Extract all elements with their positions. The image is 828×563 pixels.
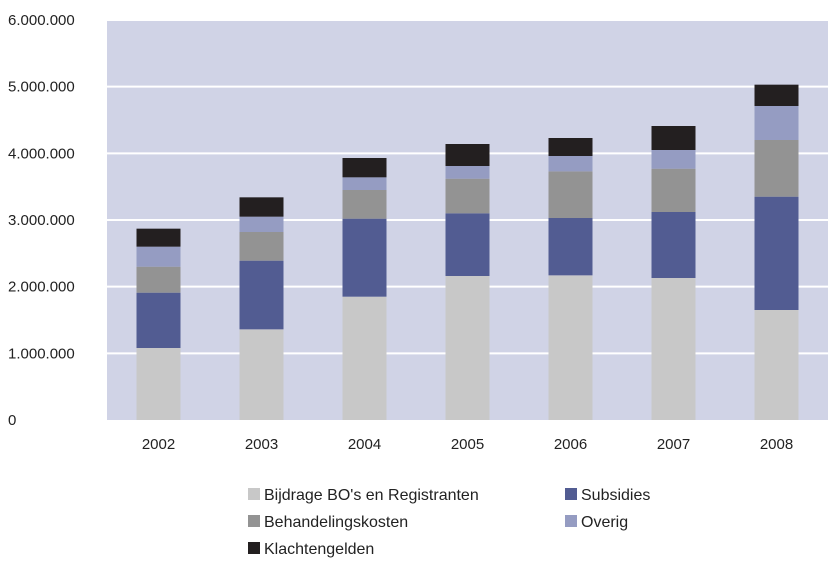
legend-swatch	[248, 515, 260, 527]
legend-label: Subsidies	[581, 487, 650, 504]
bar-segment	[136, 266, 181, 293]
bar-segment	[342, 158, 387, 178]
bar-segment	[445, 276, 490, 420]
legend: Bijdrage BO's en Registranten Subsidies Be…	[248, 487, 650, 558]
legend-label: Klachtengelden	[264, 541, 374, 558]
bar-segment	[651, 126, 696, 150]
bar-segment	[548, 156, 593, 172]
legend-label: Overig	[581, 514, 628, 531]
legend-label: Bijdrage BO's en Registranten	[264, 487, 479, 504]
bar-segment	[548, 275, 593, 420]
y-tick-label: 3.000.000	[8, 212, 75, 229]
legend-swatch	[248, 542, 260, 554]
bar-segment	[651, 278, 696, 420]
bar-segment	[548, 218, 593, 276]
y-tick-label: 0	[8, 412, 16, 429]
y-axis: 0 1.000.000 2.000.000 3.000.000 4.000.000 5.0…	[8, 12, 75, 429]
legend-swatch	[565, 515, 577, 527]
bar-segment	[445, 178, 490, 214]
bar-segment	[445, 144, 490, 166]
bar-segment	[136, 348, 181, 420]
x-tick-label: 2006	[554, 436, 587, 453]
bar-segment	[342, 296, 387, 420]
bar-segment	[239, 260, 284, 330]
y-tick-label: 1.000.000	[8, 345, 75, 362]
legend-swatch	[248, 488, 260, 500]
y-tick-label: 2.000.000	[8, 279, 75, 296]
bar-segment	[239, 197, 284, 217]
bar-segment	[342, 190, 387, 219]
x-tick-label: 2002	[142, 436, 175, 453]
bar-segment	[136, 228, 181, 247]
bar-segment	[754, 140, 799, 197]
x-tick-label: 2007	[657, 436, 690, 453]
bar-segment	[754, 84, 799, 106]
bar-segment	[239, 329, 284, 420]
bar-segment	[136, 292, 181, 348]
x-tick-label: 2008	[760, 436, 793, 453]
bar-segment	[136, 246, 181, 267]
x-tick-label: 2005	[451, 436, 484, 453]
y-tick-label: 4.000.000	[8, 145, 75, 162]
x-axis: 2002 2003 2004 2005 2006 2007 2008	[142, 436, 793, 453]
bar-segment	[342, 218, 387, 297]
bar-segment	[651, 212, 696, 278]
y-tick-label: 6.000.000	[8, 12, 75, 29]
bar-segment	[754, 106, 799, 140]
x-tick-label: 2003	[245, 436, 278, 453]
bar-segment	[445, 166, 490, 179]
bars	[136, 84, 799, 420]
legend-label: Behandelingskosten	[264, 514, 408, 531]
x-tick-label: 2004	[348, 436, 381, 453]
bar-segment	[548, 138, 593, 156]
bar-segment	[548, 171, 593, 218]
bar-segment	[754, 310, 799, 420]
bar-segment	[651, 150, 696, 169]
bar-segment	[651, 168, 696, 212]
legend-swatch	[565, 488, 577, 500]
bar-segment	[754, 196, 799, 310]
bar-segment	[342, 177, 387, 190]
bar-segment	[239, 232, 284, 261]
bar-segment	[239, 216, 284, 232]
bar-segment	[445, 213, 490, 276]
y-tick-label: 5.000.000	[8, 79, 75, 96]
